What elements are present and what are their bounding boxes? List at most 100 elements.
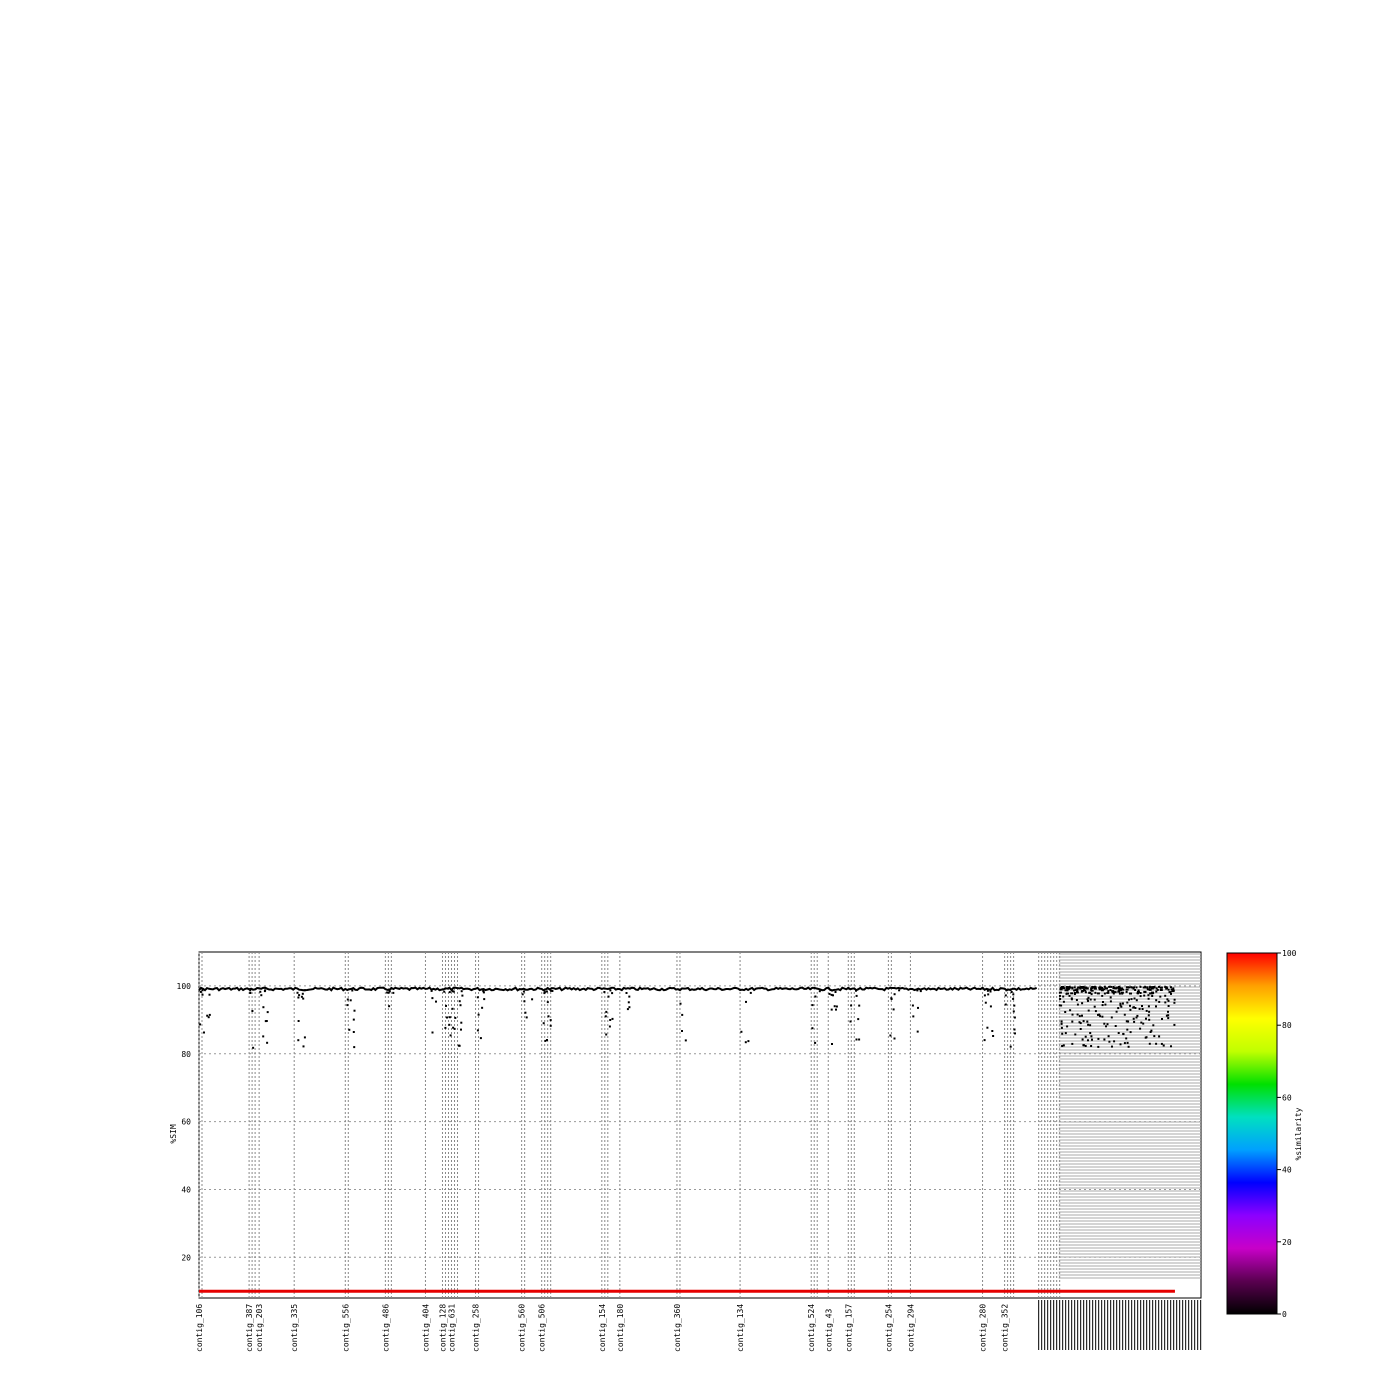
data-point [459,1004,462,1007]
data-point [1087,1009,1090,1012]
data-point [1076,1003,1079,1006]
data-point [297,1039,300,1042]
data-point [992,1035,995,1037]
data-point [1117,1032,1120,1034]
data-point [1094,991,1097,994]
data-point [1113,1040,1116,1043]
data-point [1103,1022,1106,1025]
data-point [1167,988,1170,991]
data-point [251,1010,254,1012]
data-point [1138,1007,1141,1010]
data-point [1013,1004,1016,1007]
data-point [1119,1043,1122,1046]
data-point [444,1026,447,1029]
data-point [477,1013,480,1016]
data-point [1168,991,1172,994]
data-point [451,1007,454,1010]
data-point [454,1016,457,1019]
data-point [1129,1031,1132,1034]
data-point [1114,987,1118,990]
data-point [453,1027,456,1030]
data-point [1114,1025,1117,1027]
data-point [1123,1013,1126,1016]
data-point [811,1027,814,1030]
data-point [1158,985,1160,988]
data-point [855,994,858,997]
data-point [740,1030,743,1033]
data-point [1153,1035,1156,1038]
data-point [352,1031,355,1033]
data-point [1100,989,1104,992]
data-point [1113,991,1117,994]
data-point [1097,1045,1100,1048]
data-point [460,1028,462,1031]
data-point [893,993,896,996]
data-point [451,990,454,993]
y-tick-label: 80 [181,1050,191,1059]
data-point [1156,988,1159,991]
data-point [452,1026,455,1029]
data-point [1129,992,1132,995]
data-point [1109,1000,1112,1003]
data-point [1099,1015,1102,1018]
data-point [252,1046,255,1049]
data-point [265,1020,268,1022]
x-tick-label: contig_157 [844,1304,853,1352]
data-point [912,1015,915,1018]
data-point [452,990,455,993]
data-point [1125,986,1129,989]
data-point [1118,989,1122,992]
data-point [1078,1015,1081,1018]
data-point [435,1000,437,1003]
data-point [1140,1021,1143,1024]
data-point [1058,1004,1061,1007]
data-point [352,1018,355,1021]
data-point [1164,986,1167,989]
data-point [1066,992,1069,995]
x-tick-label: contig_335 [290,1304,299,1352]
data-point [546,1001,549,1004]
data-point [1009,1045,1012,1048]
data-point [1148,988,1152,991]
data-point [986,989,989,992]
data-point [349,999,352,1002]
data-point [1073,986,1076,989]
data-point [461,994,464,997]
data-point [989,990,992,993]
data-point [1013,1016,1016,1019]
data-point [1090,993,1093,996]
data-point [745,1000,747,1003]
data-point [1101,987,1104,989]
y-tick-label: 40 [181,1185,191,1194]
data-point [1145,1036,1148,1039]
data-point [1093,987,1097,990]
data-point [1084,1035,1087,1038]
data-point [989,1005,992,1008]
x-tick-label: contig_280 [979,1304,988,1352]
data-point [446,1016,448,1019]
data-point [1079,1028,1082,1030]
data-point [1061,1045,1064,1047]
data-point [1013,1028,1016,1031]
data-point [1148,1018,1151,1021]
data-point [1075,991,1079,994]
data-point [207,1016,210,1019]
data-point [1010,991,1013,993]
data-point [1127,1045,1130,1048]
data-point [1091,986,1094,989]
data-point [1117,987,1121,990]
y-axis-label: %SIM [169,1124,178,1143]
data-point [1094,986,1097,989]
data-point [1150,1029,1153,1032]
data-point [1104,1003,1107,1006]
data-point [296,991,299,994]
data-point [1098,1013,1101,1016]
data-point [1147,1005,1150,1008]
x-tick-label: contig_631 [448,1304,457,1352]
data-point [849,1020,852,1023]
data-point [1062,987,1066,990]
x-tick-label: contig_560 [518,1304,527,1352]
data-point [681,1013,684,1016]
data-point [916,989,919,992]
data-point [1171,989,1175,992]
